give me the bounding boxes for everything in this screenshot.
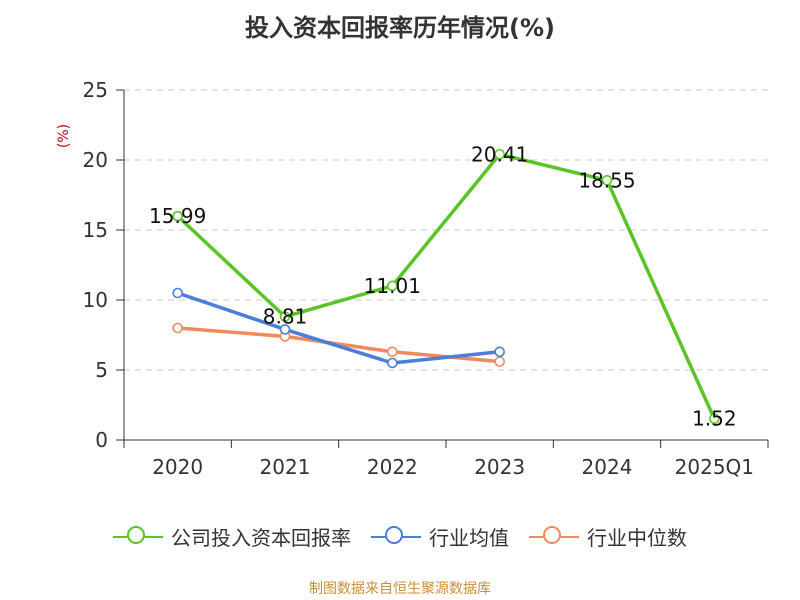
- chart-title: 投入资本回报率历年情况(%): [245, 14, 555, 42]
- data-point: [601, 175, 613, 186]
- data-label: 1.52: [692, 407, 737, 431]
- legend-label: 行业均值: [429, 526, 509, 550]
- y-tick-label: 15: [83, 218, 108, 242]
- data-source-note: 制图数据来自恒生聚源数据库: [309, 581, 491, 597]
- axes: 0 5 10 15 20 25 2020 2021 2022 2023 2024 2025Q1: [83, 78, 769, 479]
- data-point: [172, 322, 183, 334]
- series-line: [177, 291, 500, 365]
- data-label: 20.41: [471, 142, 528, 166]
- legend-item-industry-mean[interactable]: 行业均值: [371, 522, 509, 551]
- data-point: [709, 413, 720, 425]
- y-tick-label: 20: [83, 148, 108, 172]
- data-point: [494, 148, 505, 160]
- x-tick-label: 2024: [582, 455, 633, 479]
- legend-marker-icon: [371, 525, 421, 549]
- data-point: [279, 324, 291, 335]
- series-lines: [176, 152, 716, 420]
- y-tick-label: 5: [95, 358, 108, 382]
- legend-marker-icon: [113, 525, 163, 549]
- series-points: [172, 148, 720, 425]
- data-point: [172, 287, 183, 299]
- y-tick-label: 10: [83, 288, 108, 312]
- data-label: 15.99: [149, 204, 206, 228]
- legend-label: 公司投入资本回报率: [171, 526, 351, 550]
- x-tick-label: 2020: [152, 455, 203, 479]
- y-tick-label: 25: [83, 78, 108, 102]
- legend: 公司投入资本回报率 行业均值 行业中位数: [0, 522, 800, 551]
- data-label: 11.01: [364, 274, 421, 298]
- data-label: 8.81: [263, 305, 308, 329]
- data-point: [279, 311, 291, 322]
- legend-marker-icon: [529, 525, 579, 549]
- x-tick-label: 2021: [260, 455, 311, 479]
- x-tick-label: 2022: [367, 455, 418, 479]
- legend-item-company[interactable]: 公司投入资本回报率: [113, 522, 351, 551]
- x-tick-label: 2023: [474, 455, 525, 479]
- y-tick-label: 0: [95, 428, 108, 452]
- x-tick-label: 2025Q1: [675, 455, 754, 479]
- data-point: [172, 210, 183, 222]
- series-line: [176, 152, 716, 420]
- legend-item-industry-median[interactable]: 行业中位数: [529, 522, 687, 551]
- data-point: [387, 357, 398, 369]
- data-point: [387, 346, 398, 358]
- grid-lines: [124, 89, 768, 371]
- data-labels: 15.99 8.81 11.01 20.41 18.55 1.52: [149, 142, 737, 430]
- data-point: [494, 346, 505, 358]
- data-point: [387, 280, 398, 292]
- legend-label: 行业中位数: [587, 526, 687, 550]
- data-point: [494, 356, 505, 367]
- data-label: 18.55: [578, 168, 635, 192]
